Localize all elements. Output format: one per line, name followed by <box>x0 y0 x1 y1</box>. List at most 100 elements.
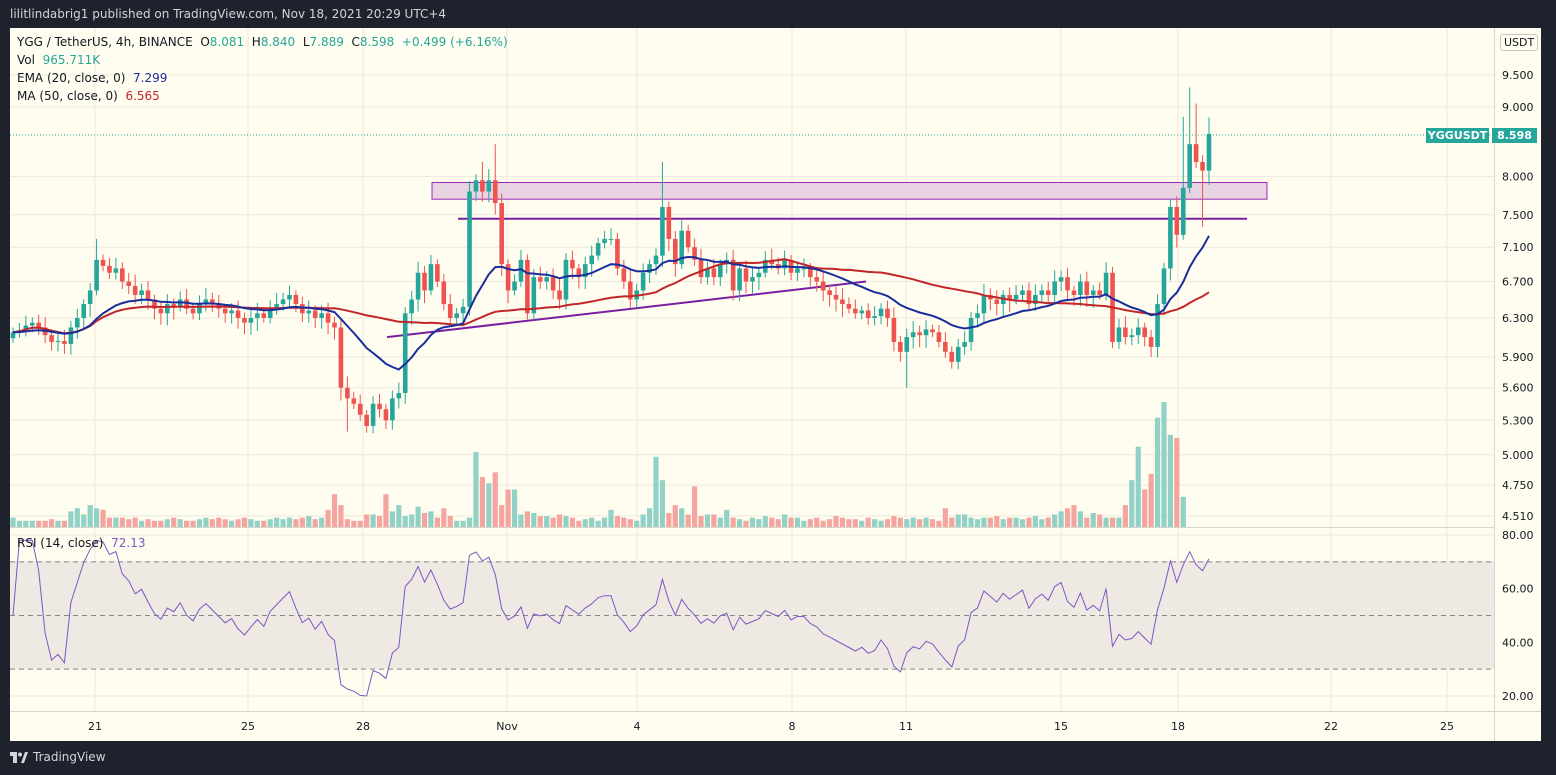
candle[interactable] <box>865 303 871 325</box>
candle[interactable] <box>1161 263 1167 316</box>
candle[interactable] <box>672 230 678 277</box>
tradingview-logo[interactable]: TradingView <box>10 750 106 764</box>
candle[interactable] <box>923 320 929 348</box>
candle[interactable] <box>981 283 987 324</box>
candle[interactable] <box>345 376 350 432</box>
candle[interactable] <box>505 259 511 304</box>
candle[interactable] <box>55 332 61 352</box>
candle[interactable] <box>190 302 196 320</box>
candle[interactable] <box>898 335 903 362</box>
candle[interactable] <box>396 382 402 409</box>
currency-unit-button[interactable]: USDT <box>1500 34 1539 51</box>
candle[interactable] <box>267 300 273 324</box>
candle[interactable] <box>422 266 427 304</box>
candle[interactable] <box>81 299 87 331</box>
candle[interactable] <box>113 257 119 280</box>
candle[interactable] <box>1168 198 1173 281</box>
price-axis[interactable]: 9.500 9.000 8.000 7.500 7.100 6.700 6.300 5.900… <box>1502 69 1534 523</box>
candle[interactable] <box>930 324 935 338</box>
candle[interactable] <box>685 224 691 253</box>
drawings[interactable] <box>386 182 1268 339</box>
candle[interactable] <box>409 290 414 325</box>
candle[interactable] <box>557 279 562 309</box>
candle[interactable] <box>1078 274 1083 307</box>
candle[interactable] <box>1071 285 1077 306</box>
candle[interactable] <box>287 285 292 307</box>
candle[interactable] <box>910 321 916 349</box>
candle[interactable] <box>782 250 787 276</box>
candle[interactable] <box>68 320 74 355</box>
ma-label[interactable]: MA (50, close, 0) <box>17 89 118 103</box>
candle[interactable] <box>615 232 620 276</box>
symbol-title[interactable]: YGG / TetherUS, 4h, BINANCE <box>17 35 193 49</box>
candle[interactable] <box>248 310 254 335</box>
candle[interactable] <box>917 325 922 348</box>
candle[interactable] <box>1135 318 1141 344</box>
trendline[interactable] <box>386 280 867 339</box>
candle[interactable] <box>1123 316 1128 345</box>
candle[interactable] <box>390 390 395 430</box>
candle[interactable] <box>132 274 138 304</box>
candle[interactable] <box>698 248 704 284</box>
candle[interactable] <box>1206 117 1212 185</box>
candle[interactable] <box>846 297 852 314</box>
candle[interactable] <box>242 312 247 335</box>
candle[interactable] <box>1052 270 1057 304</box>
candle[interactable] <box>1045 281 1051 304</box>
candle[interactable] <box>1148 329 1154 357</box>
candle[interactable] <box>872 306 877 326</box>
candle[interactable] <box>402 307 408 404</box>
candle[interactable] <box>23 315 29 337</box>
candle[interactable] <box>589 245 594 277</box>
candle[interactable] <box>370 396 376 434</box>
candle[interactable] <box>447 294 453 325</box>
candle[interactable] <box>467 180 472 316</box>
candle[interactable] <box>814 269 820 292</box>
candle[interactable] <box>859 305 865 320</box>
candle[interactable] <box>756 266 762 290</box>
candle[interactable] <box>158 301 164 325</box>
candle[interactable] <box>10 327 16 343</box>
vol-label[interactable]: Vol <box>17 53 35 67</box>
candle[interactable] <box>120 262 125 289</box>
candle[interactable] <box>351 391 357 410</box>
rsi-axis[interactable]: 80.00 60.00 40.00 20.00 <box>1502 529 1534 703</box>
candle[interactable] <box>1155 294 1160 358</box>
candle[interactable] <box>936 324 942 348</box>
candle[interactable] <box>692 238 697 266</box>
candle[interactable] <box>750 266 755 294</box>
candle[interactable] <box>460 298 466 322</box>
candle[interactable] <box>492 144 498 215</box>
candle[interactable] <box>795 261 800 281</box>
candle[interactable] <box>891 307 897 352</box>
candle[interactable] <box>377 393 382 418</box>
candle[interactable] <box>1200 155 1205 227</box>
candle[interactable] <box>480 161 485 202</box>
candle[interactable] <box>955 338 961 370</box>
candle[interactable] <box>968 311 974 351</box>
candle[interactable] <box>994 290 1000 316</box>
ema-label[interactable]: EMA (20, close, 0) <box>17 71 126 85</box>
candle[interactable] <box>570 250 575 280</box>
candle[interactable] <box>36 314 42 335</box>
candle[interactable] <box>332 316 337 340</box>
candle[interactable] <box>666 201 672 252</box>
candle[interactable] <box>1129 328 1135 346</box>
candle[interactable] <box>1116 318 1122 349</box>
candle[interactable] <box>139 283 144 305</box>
candle[interactable] <box>653 248 659 275</box>
candle[interactable] <box>1039 284 1045 303</box>
candle[interactable] <box>184 288 189 315</box>
candle[interactable] <box>428 254 434 296</box>
candle[interactable] <box>1193 103 1199 169</box>
candle[interactable] <box>1033 284 1038 311</box>
candle[interactable] <box>885 300 890 327</box>
candle[interactable] <box>602 230 607 249</box>
candle[interactable] <box>621 259 627 289</box>
candle[interactable] <box>357 394 363 421</box>
candle[interactable] <box>1020 285 1025 301</box>
candle[interactable] <box>1084 271 1090 308</box>
candle[interactable] <box>840 288 845 317</box>
candle[interactable] <box>364 410 369 433</box>
